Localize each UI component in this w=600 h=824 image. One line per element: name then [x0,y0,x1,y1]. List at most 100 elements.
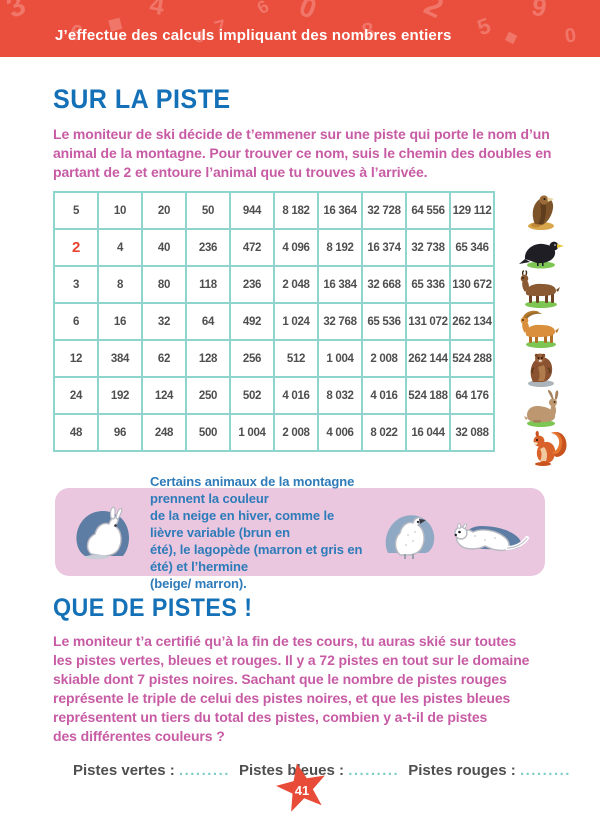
table-cell[interactable]: 65 336 [405,265,451,304]
answer-label: Pistes rouges : [408,762,516,779]
squirrel-icon[interactable] [505,427,577,467]
table-cell[interactable]: 1 004 [229,413,275,452]
decor-number-glyph: 0 [295,0,321,25]
table-cell[interactable]: 472 [229,228,275,267]
animal-column [505,191,577,467]
table-cell[interactable]: 64 556 [405,191,451,230]
table-cell[interactable]: 4 096 [273,228,319,267]
table-cell[interactable]: 32 738 [405,228,451,267]
table-cell[interactable]: 2 048 [273,265,319,304]
table-cell[interactable]: 16 374 [361,228,407,267]
info-box: Certains animaux de la montagne prennent… [55,474,545,591]
table-cell[interactable]: 16 384 [317,265,363,304]
table-cell[interactable]: 262 144 [405,339,451,378]
section-title-que-de-pistes: QUE DE PISTES ! [53,594,253,622]
table-cell[interactable]: 8 [97,265,143,304]
table-cell[interactable]: 502 [229,376,275,415]
table-cell[interactable]: 50 [185,191,231,230]
table-cell[interactable]: 10 [97,191,143,230]
table-cell[interactable]: 8 192 [317,228,363,267]
answer-pistes-vertes[interactable]: Pistes vertes : ......... [73,762,230,779]
table-cell[interactable]: 248 [141,413,187,452]
decor-number-glyph: ◆ [502,27,520,48]
table-cell[interactable]: 5 [53,191,99,230]
table-cell[interactable]: 48 [53,413,99,452]
table-cell[interactable]: 944 [229,191,275,230]
table-cell[interactable]: 65 346 [449,228,495,267]
answer-blank-bleues[interactable]: ......... [348,762,400,779]
table-cell[interactable]: 1 004 [317,339,363,378]
ibex-icon[interactable] [505,309,577,348]
table-cell[interactable]: 4 016 [361,376,407,415]
table-cell[interactable]: 2 008 [361,339,407,378]
table-cell[interactable]: 40 [141,228,187,267]
table-cell[interactable]: 524 188 [405,376,451,415]
table-cell[interactable]: 32 728 [361,191,407,230]
table-cell[interactable]: 24 [53,376,99,415]
answer-blank-vertes[interactable]: ......... [178,762,230,779]
table-cell[interactable]: 62 [141,339,187,378]
table-cell[interactable]: 250 [185,376,231,415]
table-cell[interactable]: 130 672 [449,265,495,304]
table-cell[interactable]: 118 [185,265,231,304]
marmot-icon[interactable] [505,349,577,388]
table-cell[interactable]: 64 [185,302,231,341]
table-cell[interactable]: 32 668 [361,265,407,304]
table-cell[interactable]: 32 [141,302,187,341]
answer-blank-rouges[interactable]: ......... [519,762,571,779]
table-cell[interactable]: 8 022 [361,413,407,452]
table-row: 24 192 124 250 502 4 016 8 032 4 016 524 188 64 1… [53,376,495,415]
table-cell[interactable]: 16 044 [405,413,451,452]
table-cell[interactable]: 1 024 [273,302,319,341]
table-row: 12 384 62 128 256 512 1 004 2 008 262 144 524 288 [53,339,495,378]
table-cell[interactable]: 6 [53,302,99,341]
table-cell[interactable]: 524 288 [449,339,495,378]
table-row: 48 96 248 500 1 004 2 008 4 006 8 022 16 044 32 0… [53,413,495,452]
table-cell[interactable]: 131 072 [405,302,451,341]
table-cell[interactable]: 128 [185,339,231,378]
table-cell[interactable]: 500 [185,413,231,452]
table-cell[interactable]: 16 [97,302,143,341]
table-cell[interactable]: 4 006 [317,413,363,452]
hare-icon[interactable] [505,388,577,427]
table-cell[interactable]: 4 [97,228,143,267]
answer-pistes-rouges[interactable]: Pistes rouges : ......... [408,762,571,779]
decor-number-glyph: 3 [1,0,31,26]
table-cell[interactable]: 3 [53,265,99,304]
table-cell[interactable]: 64 176 [449,376,495,415]
table-cell[interactable]: 96 [97,413,143,452]
table-cell[interactable]: 8 182 [273,191,319,230]
table-cell[interactable]: 20 [141,191,187,230]
table-cell[interactable]: 32 088 [449,413,495,452]
table-cell[interactable]: 16 364 [317,191,363,230]
table-cell[interactable]: 262 134 [449,302,495,341]
ptarmigan-icon [380,499,438,566]
table-cell[interactable]: 2 008 [273,413,319,452]
table-cell[interactable]: 65 536 [361,302,407,341]
table-cell[interactable]: 129 112 [449,191,495,230]
page-header: 3 6 4 7 0 8 2 5 9 0 ◆ 6 8 ◆ J’effectue des calculs im… [0,0,600,57]
table-cell[interactable]: 256 [229,339,275,378]
table-cell[interactable]: 4 016 [273,376,319,415]
table-cell[interactable]: 124 [141,376,187,415]
chamois-icon[interactable] [505,270,577,309]
table-cell[interactable]: 2 [53,228,99,267]
eagle-icon[interactable] [505,191,577,230]
table-cell[interactable]: 12 [53,339,99,378]
alpine-crow-icon[interactable] [505,230,577,269]
table-row: 6 16 32 64 492 1 024 32 768 65 536 131 072 262 13… [53,302,495,341]
table-cell[interactable]: 192 [97,376,143,415]
decor-number-glyph: 0 [563,24,578,48]
doubles-table-body: 5 10 20 50 944 8 182 16 364 32 728 64 556 129 112… [53,191,495,452]
table-cell[interactable]: 32 768 [317,302,363,341]
decor-number-glyph: 5 [473,12,494,41]
answer-pistes-bleues[interactable]: Pistes bleues : ......... [239,762,399,779]
table-cell[interactable]: 80 [141,265,187,304]
table-cell[interactable]: 236 [185,228,231,267]
table-cell[interactable]: 492 [229,302,275,341]
table-cell[interactable]: 8 032 [317,376,363,415]
table-cell[interactable]: 236 [229,265,275,304]
info-box-text: Certains animaux de la montagne prennent… [150,473,363,591]
table-cell[interactable]: 512 [273,339,319,378]
table-cell[interactable]: 384 [97,339,143,378]
